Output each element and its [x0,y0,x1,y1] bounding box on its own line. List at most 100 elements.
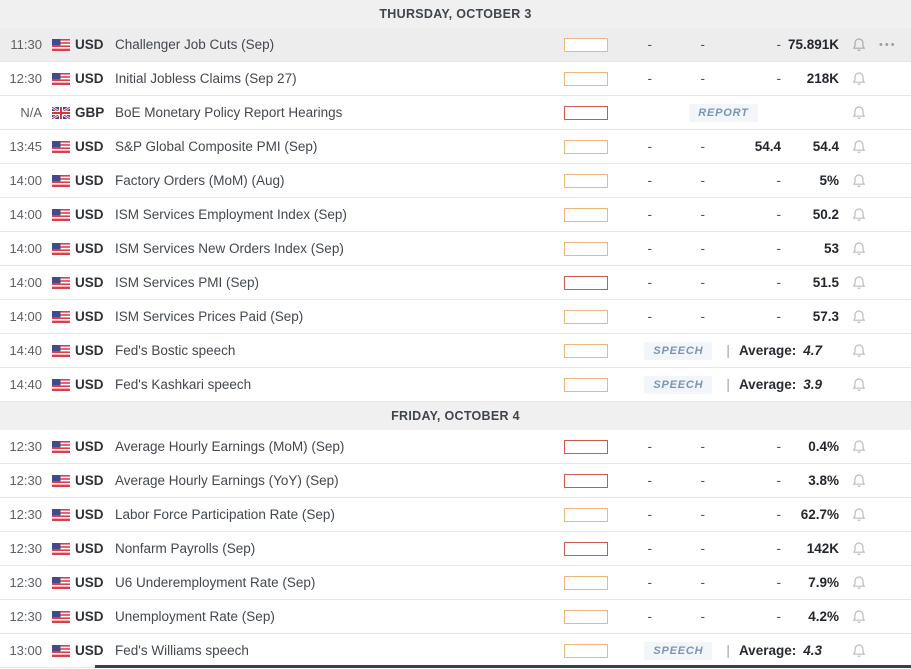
volatility-indicator [564,377,608,392]
event-name[interactable]: ISM Services Employment Index (Sep) [115,207,347,222]
event-row[interactable]: 14:00 USD ISM Services Prices Paid (Sep)… [0,300,911,334]
volatility-indicator [564,575,608,590]
alert-bell-icon[interactable] [851,173,867,189]
event-row[interactable]: 12:30 USD Initial Jobless Claims (Sep 27… [0,62,911,96]
event-name[interactable]: S&P Global Composite PMI (Sep) [115,139,318,154]
event-row[interactable]: 12:30 USD Average Hourly Earnings (MoM) … [0,430,911,464]
event-time: 14:40 [9,343,42,358]
currency-label: USD [75,343,104,358]
average-value: 4.3 [803,643,822,658]
previous-value: 50.2 [812,207,839,222]
speech-badge[interactable]: SPEECH [644,341,713,360]
event-row[interactable]: 11:30 USD Challenger Job Cuts (Sep) - - … [0,28,911,62]
report-badge[interactable]: REPORT [689,103,758,122]
event-name[interactable]: Challenger Job Cuts (Sep) [115,37,275,52]
event-name[interactable]: U6 Underemployment Rate (Sep) [115,575,316,590]
actual-value: - [647,241,653,256]
alert-bell-icon[interactable] [851,309,867,325]
event-name[interactable]: Initial Jobless Claims (Sep 27) [115,71,297,86]
event-row[interactable]: 14:40 USD Fed's Kashkari speech SPEECH |… [0,368,911,402]
alert-bell-icon[interactable] [851,207,867,223]
event-row[interactable]: 12:30 USD Average Hourly Earnings (YoY) … [0,464,911,498]
event-name[interactable]: Factory Orders (MoM) (Aug) [115,173,285,188]
speech-badge[interactable]: SPEECH [644,375,713,394]
currency-label: USD [75,609,104,624]
alert-bell-icon[interactable] [851,473,867,489]
event-row[interactable]: 13:00 USD Fed's Williams speech SPEECH |… [0,634,911,668]
us-flag-icon [52,242,70,255]
event-name[interactable]: Fed's Bostic speech [115,343,236,358]
us-flag-icon [52,610,70,623]
previous-value: 0.4% [808,439,839,454]
us-flag-icon [52,576,70,589]
event-row[interactable]: 14:00 USD Factory Orders (MoM) (Aug) - -… [0,164,911,198]
actual-value: - [647,541,653,556]
event-name[interactable]: Average Hourly Earnings (YoY) (Sep) [115,473,339,488]
consensus-value: - [776,173,782,188]
currency-label: USD [75,37,104,52]
alert-bell-icon[interactable] [851,643,867,659]
event-time: 14:00 [9,275,42,290]
alert-bell-icon[interactable] [851,275,867,291]
event-row[interactable]: 12:30 USD Labor Force Participation Rate… [0,498,911,532]
alert-bell-icon[interactable] [851,139,867,155]
currency-label: USD [75,71,104,86]
event-row[interactable]: 13:45 USD S&P Global Composite PMI (Sep)… [0,130,911,164]
event-row[interactable]: N/A GBP BoE Monetary Policy Report Heari… [0,96,911,130]
alert-bell-icon[interactable] [851,507,867,523]
previous-value: 75.891K [787,37,839,52]
actual-value: - [647,71,653,86]
event-name[interactable]: Fed's Williams speech [115,643,249,658]
event-name[interactable]: ISM Services Prices Paid (Sep) [115,309,304,324]
alert-bell-icon[interactable] [851,241,867,257]
alert-bell-icon[interactable] [851,439,867,455]
event-time: 14:40 [9,377,42,392]
alert-bell-icon[interactable] [851,343,867,359]
us-flag-icon [52,208,70,221]
alert-bell-icon[interactable] [851,575,867,591]
volatility-indicator [564,343,608,358]
event-row[interactable]: 14:40 USD Fed's Bostic speech SPEECH | A… [0,334,911,368]
volatility-indicator [564,173,608,188]
event-row[interactable]: 14:00 USD ISM Services New Orders Index … [0,232,911,266]
us-flag-icon [52,508,70,521]
separator: | [726,343,730,358]
actual-value: - [647,609,653,624]
volatility-indicator [564,71,608,86]
alert-bell-icon[interactable] [851,37,867,53]
event-name[interactable]: Average Hourly Earnings (MoM) (Sep) [115,439,345,454]
event-row[interactable]: 12:30 USD Unemployment Rate (Sep) - - - … [0,600,911,634]
event-name[interactable]: Nonfarm Payrolls (Sep) [115,541,256,556]
previous-value: 4.2% [808,609,839,624]
alert-bell-icon[interactable] [851,71,867,87]
currency-label: USD [75,275,104,290]
actual-value: - [647,575,653,590]
event-row[interactable]: 12:30 USD U6 Underemployment Rate (Sep) … [0,566,911,600]
volatility-indicator [564,507,608,522]
previous-value: 218K [806,71,839,86]
event-name[interactable]: BoE Monetary Policy Report Hearings [115,105,343,120]
event-row[interactable]: 12:30 USD Nonfarm Payrolls (Sep) - - - 1… [0,532,911,566]
event-name[interactable]: Unemployment Rate (Sep) [115,609,275,624]
separator: | [726,643,730,658]
more-options-icon[interactable]: ••• [879,38,897,51]
event-name[interactable]: ISM Services New Orders Index (Sep) [115,241,344,256]
currency-label: USD [75,309,104,324]
event-name[interactable]: Labor Force Participation Rate (Sep) [115,507,335,522]
consensus-value: - [776,241,782,256]
event-row[interactable]: 14:00 USD ISM Services PMI (Sep) - - - 5… [0,266,911,300]
speech-badge[interactable]: SPEECH [644,641,713,660]
event-name[interactable]: Fed's Kashkari speech [115,377,252,392]
volatility-indicator [564,439,608,454]
deviation-value: - [700,139,706,154]
event-time: 14:00 [9,309,42,324]
alert-bell-icon[interactable] [851,609,867,625]
alert-bell-icon[interactable] [851,377,867,393]
alert-bell-icon[interactable] [851,105,867,121]
event-row[interactable]: 14:00 USD ISM Services Employment Index … [0,198,911,232]
event-name[interactable]: ISM Services PMI (Sep) [115,275,260,290]
date-header: THURSDAY, OCTOBER 3 [0,0,911,28]
alert-bell-icon[interactable] [851,541,867,557]
deviation-value: - [700,71,706,86]
